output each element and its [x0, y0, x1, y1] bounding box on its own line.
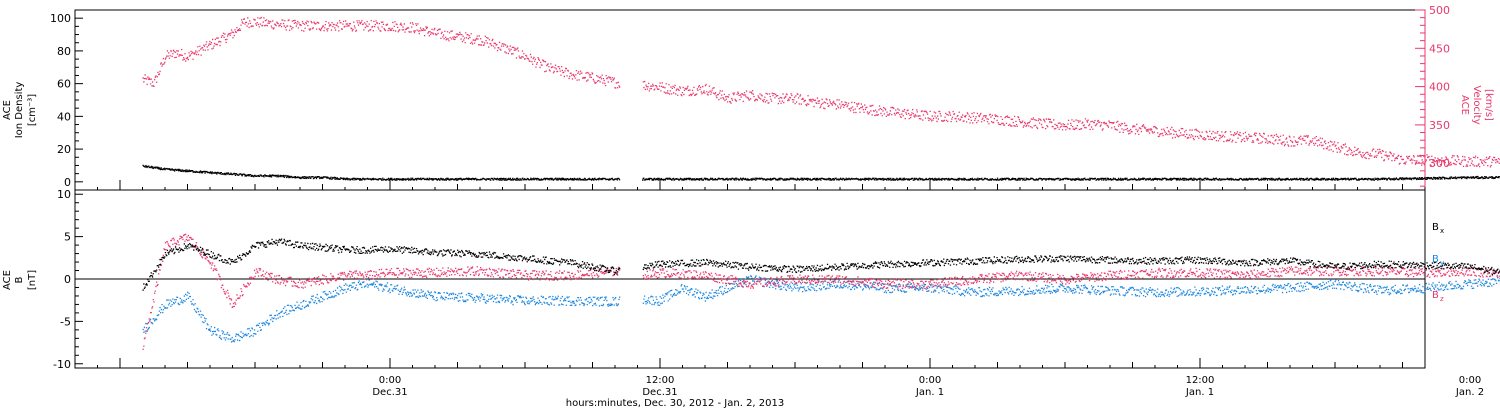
density-velocity-panel: 0 20 40 60 80 100 300 350 400 450 500 ACE Ion Den… — [2, 4, 1500, 191]
b-axis-ticks: -10 -5 0 5 10 — [53, 188, 83, 371]
velocity-tick-label: 450 — [1429, 42, 1450, 55]
x-tick-time-label: 12:00 — [646, 375, 675, 386]
velocity-axis-ticks: 300 350 400 450 500 — [1415, 4, 1450, 190]
x-tick-time-label: 0:00 — [919, 375, 941, 386]
x-tick-time-label: 12:00 — [1186, 375, 1215, 386]
by-points — [142, 275, 1500, 343]
density-axis-label-line3: [cm⁻³] — [27, 94, 38, 126]
density-tick-label: 40 — [57, 110, 71, 123]
x-tick-date-label: Jan. 1 — [1185, 387, 1214, 398]
velocity-tick-label: 500 — [1429, 4, 1450, 17]
by-series — [142, 275, 1500, 343]
velocity-points — [142, 16, 1500, 168]
b-axis-label-line2: B — [14, 276, 25, 283]
legend-by-subscript: y — [1440, 259, 1444, 267]
top-time-axis-ticks — [74, 180, 1426, 190]
density-points — [142, 164, 1500, 181]
density-tick-label: 80 — [57, 45, 71, 58]
b-axis-label-line1: ACE — [2, 270, 13, 290]
b-tick-label: -10 — [53, 358, 71, 371]
velocity-tick-label: 400 — [1429, 81, 1450, 94]
density-axis-ticks: 0 20 40 60 80 100 — [50, 12, 83, 189]
density-velocity-plot-frame — [74, 9, 1426, 191]
b-tick-label: -5 — [60, 315, 71, 328]
legend-by-label: B — [1432, 254, 1439, 265]
legend-bx-subscript: x — [1440, 227, 1444, 235]
velocity-series — [142, 16, 1500, 168]
density-axis-label-line2: Ion Density — [14, 82, 25, 139]
velocity-axis-label-line3: [km/s] — [1483, 89, 1494, 121]
x-tick-time-label: 0:00 — [1459, 375, 1481, 386]
bx-points — [142, 238, 1500, 291]
legend-bz: B z — [1432, 290, 1444, 303]
velocity-tick-label: 350 — [1429, 119, 1450, 132]
density-tick-label: 60 — [57, 78, 71, 91]
b-axis-label-line3: [nT] — [27, 270, 38, 290]
legend-by: B y — [1432, 254, 1444, 267]
bx-series — [142, 238, 1500, 291]
legend-bx-label: B — [1432, 222, 1439, 233]
density-tick-label: 100 — [50, 12, 71, 25]
bottom-time-axis-ticks — [74, 358, 1426, 368]
x-tick-time-label: 0:00 — [379, 375, 401, 386]
legend-bz-subscript: z — [1440, 295, 1444, 303]
x-tick-date-label: Jan. 1 — [915, 387, 944, 398]
x-tick-date-label: Jan. 2 — [1455, 387, 1484, 398]
legend-bz-label: B — [1432, 290, 1439, 301]
x-tick-date-label: Dec.31 — [642, 387, 677, 398]
density-tick-label: 0 — [64, 176, 71, 189]
b-tick-label: 5 — [64, 231, 71, 244]
velocity-axis-label-line1: ACE — [1459, 95, 1470, 115]
velocity-axis-label-line2: Velocity — [1471, 85, 1482, 124]
density-series — [142, 164, 1500, 181]
legend-bx: B x — [1432, 222, 1444, 235]
density-tick-label: 20 — [57, 143, 71, 156]
density-axis-label-line1: ACE — [2, 100, 13, 120]
b-tick-label: 10 — [57, 188, 71, 201]
velocity-tick-label: 300 — [1429, 157, 1450, 170]
magnetic-field-panel: -10 -5 0 5 10 ACE B [nT] B x B y B z — [2, 188, 1500, 371]
x-tick-date-label: Dec.31 — [372, 387, 407, 398]
b-tick-label: 0 — [64, 273, 71, 286]
x-axis-title: hours:minutes, Dec. 30, 2012 - Jan. 2, 2… — [566, 398, 784, 409]
